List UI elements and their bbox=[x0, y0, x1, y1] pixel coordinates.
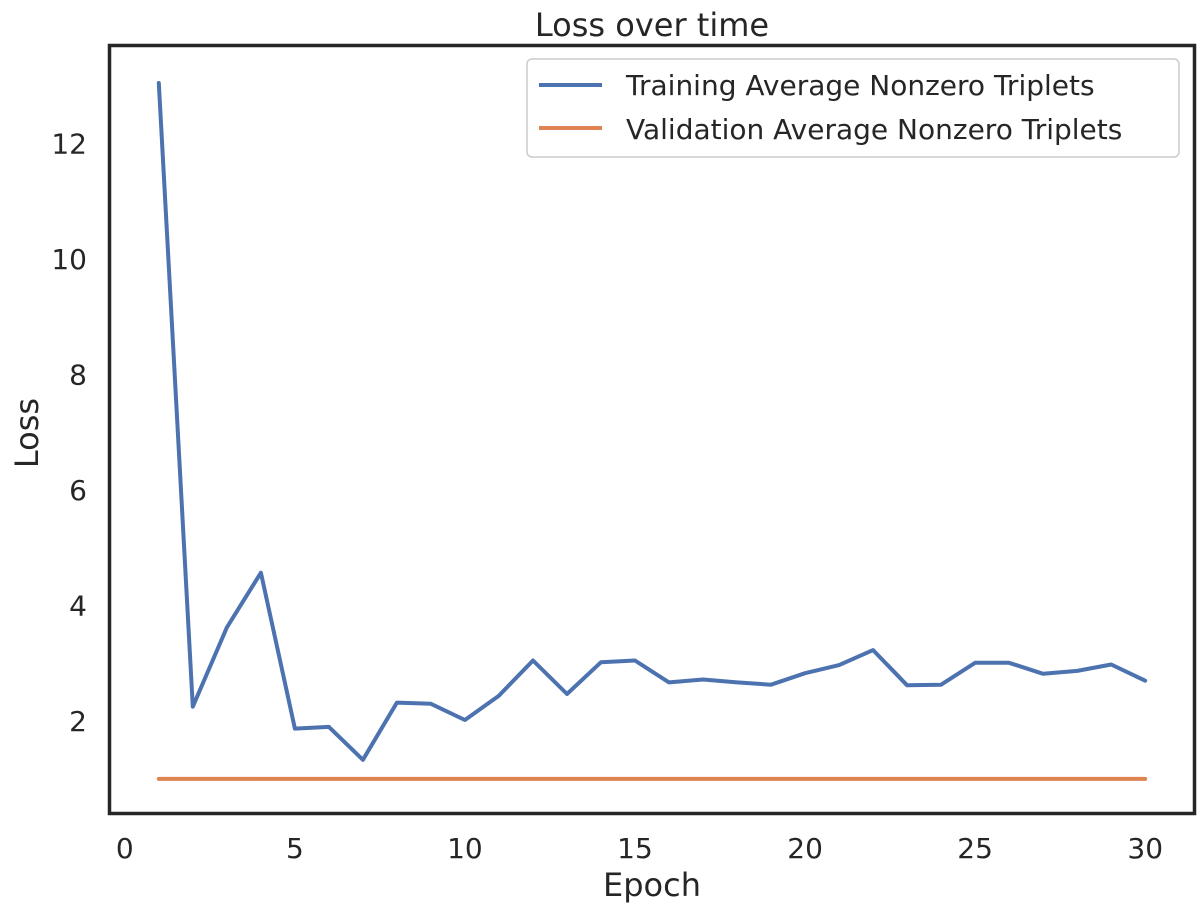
y-tick-label: 6 bbox=[69, 474, 87, 507]
legend: Training Average Nonzero Triplets Valida… bbox=[526, 58, 1180, 158]
plot-lines bbox=[156, 81, 1148, 781]
series-line-training bbox=[156, 81, 1148, 762]
x-axis-ticks: 0 5 10 15 20 25 30 bbox=[116, 832, 1163, 865]
legend-label-validation: Validation Average Nonzero Triplets bbox=[626, 113, 1122, 146]
legend-label-training: Training Average Nonzero Triplets bbox=[625, 69, 1095, 102]
y-tick-label: 4 bbox=[69, 590, 87, 623]
x-tick-label: 0 bbox=[116, 832, 134, 865]
y-tick-label: 12 bbox=[51, 128, 87, 161]
x-tick-label: 30 bbox=[1127, 832, 1163, 865]
y-tick-label: 10 bbox=[51, 243, 87, 276]
y-axis-label: Loss bbox=[8, 398, 46, 468]
chart-title: Loss over time bbox=[535, 6, 769, 44]
x-tick-label: 20 bbox=[787, 832, 823, 865]
x-axis-label: Epoch bbox=[603, 866, 701, 904]
legend-box bbox=[526, 58, 1180, 158]
x-tick-label: 25 bbox=[957, 832, 993, 865]
y-tick-label: 8 bbox=[69, 359, 87, 392]
x-tick-label: 15 bbox=[617, 832, 653, 865]
x-tick-label: 10 bbox=[447, 832, 483, 865]
x-tick-label: 5 bbox=[286, 832, 304, 865]
y-axis-ticks: 2 4 6 8 10 12 bbox=[51, 128, 87, 738]
plot-frame bbox=[107, 43, 1197, 816]
y-tick-label: 2 bbox=[69, 705, 87, 738]
